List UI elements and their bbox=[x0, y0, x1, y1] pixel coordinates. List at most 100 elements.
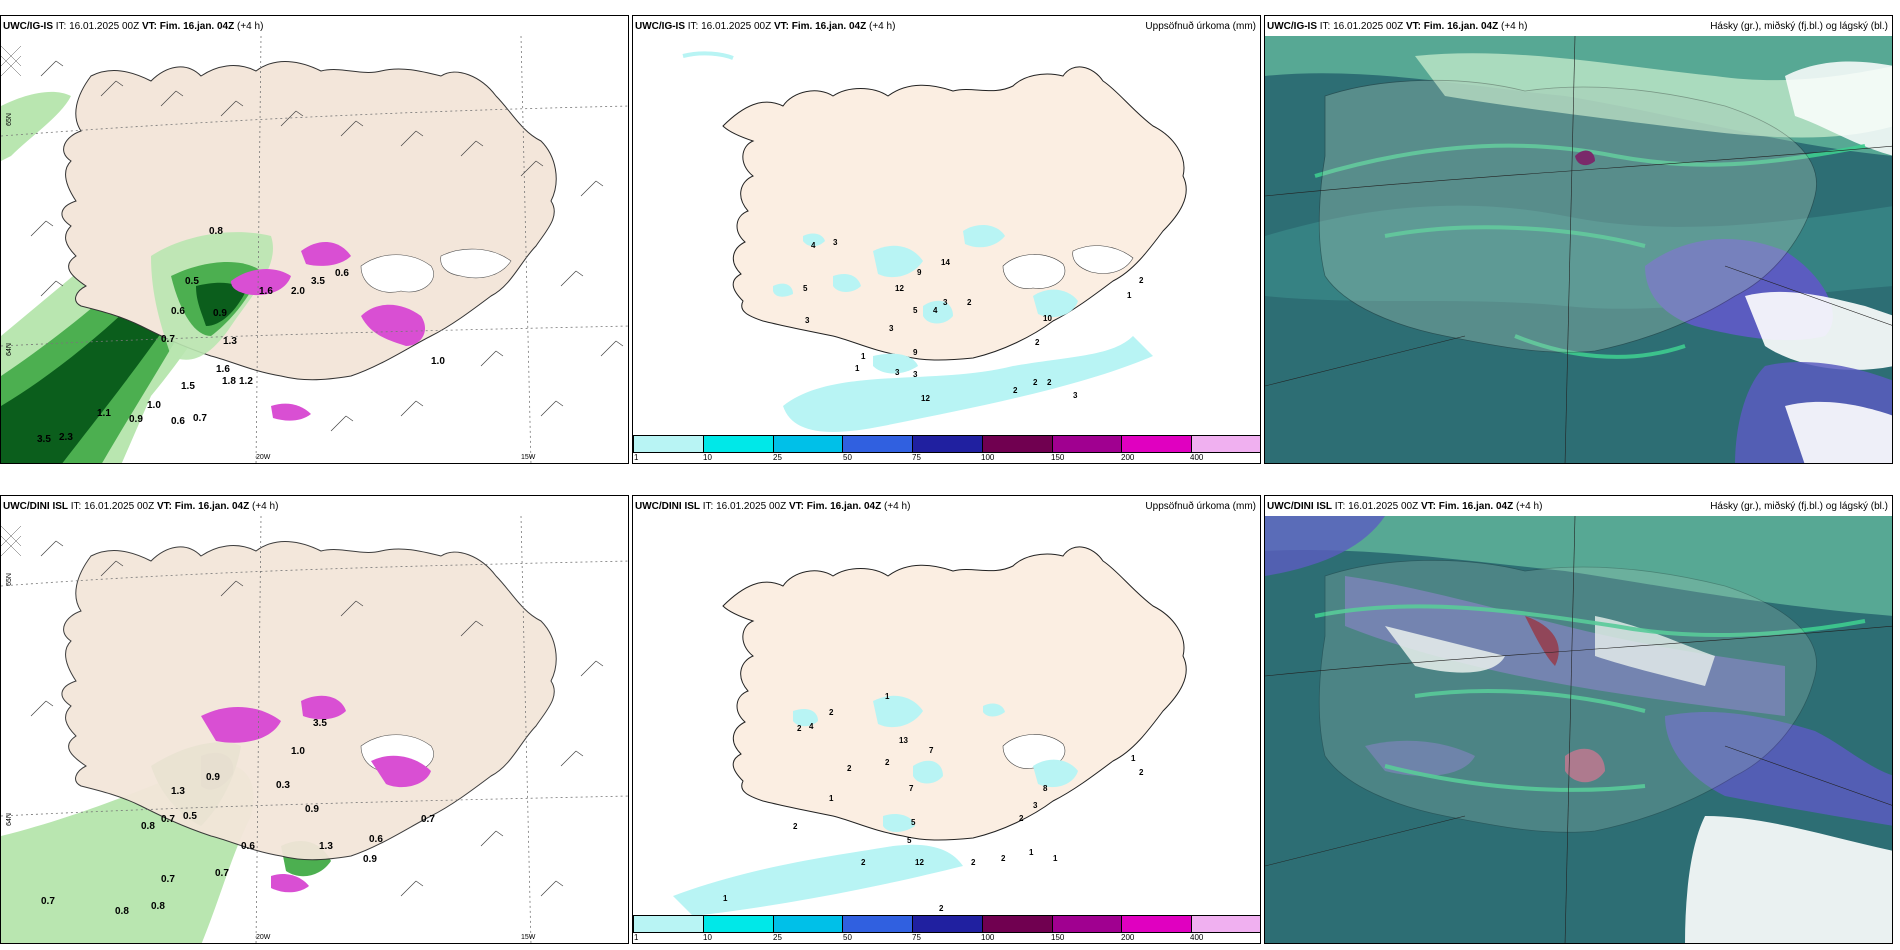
value-label: 1.0 bbox=[147, 400, 161, 411]
legend-tick: 100 bbox=[981, 933, 995, 942]
legend-swatch bbox=[982, 436, 1053, 452]
value-label: 4 bbox=[811, 241, 816, 250]
legend-colorbar bbox=[633, 435, 1260, 453]
legend-colorbar bbox=[633, 915, 1260, 933]
model-name: UWC/IG-IS bbox=[635, 21, 685, 32]
value-label: 0.8 bbox=[209, 226, 223, 237]
grid-label: 20W bbox=[256, 934, 271, 941]
vt-value: Fim. 16.jan. 04Z bbox=[806, 501, 882, 512]
middle-panel-title: Uppsöfnuð úrkoma (mm) bbox=[1145, 501, 1256, 512]
value-label: 0.3 bbox=[276, 780, 290, 791]
legend-tick: 10 bbox=[703, 933, 712, 942]
value-label: 8 bbox=[1043, 784, 1048, 793]
value-label: 3.5 bbox=[37, 434, 51, 445]
vt-label: VT: bbox=[1420, 501, 1436, 512]
value-label: 2 bbox=[1035, 338, 1040, 347]
panel-header: UWC/IG-IS IT: 16.01.2025 00Z VT: Fim. 16… bbox=[1267, 21, 1527, 32]
grid-label: 64N bbox=[5, 813, 13, 826]
vt-label: VT: bbox=[1405, 21, 1421, 32]
vt-value: Fim. 16.jan. 04Z bbox=[1423, 21, 1499, 32]
value-label: 3 bbox=[805, 316, 810, 325]
legend-swatch bbox=[1122, 436, 1193, 452]
it-value: 16.01.2025 00Z bbox=[716, 501, 787, 512]
it-value: 16.01.2025 00Z bbox=[701, 21, 772, 32]
legend-tick: 200 bbox=[1121, 933, 1135, 942]
legend-tick: 400 bbox=[1190, 933, 1204, 942]
right-panel-title: Hásky (gr.), miðský (fj.bl.) og lágský (… bbox=[1710, 501, 1888, 512]
legend-tick: 75 bbox=[912, 453, 921, 462]
precip-numbers-layer: 2 2 4 1 13 7 2 2 7 5 1 3 8 2 5 2 2 2 1 2… bbox=[633, 496, 1260, 943]
it-label: IT: bbox=[55, 21, 67, 32]
value-label: 0.7 bbox=[193, 413, 207, 424]
it-label: IT: bbox=[687, 21, 699, 32]
legend-swatch bbox=[1192, 436, 1260, 452]
right-panel-title: Hásky (gr.), miðský (fj.bl.) og lágský (… bbox=[1710, 21, 1888, 32]
value-label: 0.7 bbox=[161, 334, 175, 345]
middle-panel-title: Uppsöfnuð úrkoma (mm) bbox=[1145, 21, 1256, 32]
vt-label: VT: bbox=[141, 21, 157, 32]
value-label: 1 bbox=[829, 794, 834, 803]
value-label: 2 bbox=[1019, 814, 1024, 823]
legend-tick: 25 bbox=[773, 453, 782, 462]
it-value: 16.01.2025 00Z bbox=[69, 21, 140, 32]
value-label: 2.0 bbox=[291, 286, 305, 297]
precip-map bbox=[633, 36, 1260, 445]
value-label: 2.3 bbox=[59, 432, 73, 443]
panel-header: UWC/IG-IS IT: 16.01.2025 00Z VT: Fim. 16… bbox=[635, 21, 895, 32]
accumulated-precip-panel-bottom: UWC/DINI ISL IT: 16.01.2025 00Z VT: Fim.… bbox=[632, 495, 1261, 944]
value-label: 4 bbox=[933, 306, 938, 315]
value-label: 9 bbox=[917, 268, 922, 277]
panel-header: UWC/DINI ISL IT: 16.01.2025 00Z VT: Fim.… bbox=[1267, 501, 1542, 512]
value-label: 2 bbox=[847, 764, 852, 773]
value-label: 3 bbox=[913, 370, 918, 379]
precip-values-layer: 0.8 0.5 0.6 0.9 0.7 1.3 1.6 1.8 1.2 1.5 … bbox=[1, 16, 628, 463]
legend-tick: 75 bbox=[912, 933, 921, 942]
value-label: 2 bbox=[829, 708, 834, 717]
value-label: 0.6 bbox=[369, 834, 383, 845]
value-label: 2 bbox=[1001, 854, 1006, 863]
value-label: 3 bbox=[943, 298, 948, 307]
legend-tick: 100 bbox=[981, 453, 995, 462]
value-label: 0.7 bbox=[215, 868, 229, 879]
value-label: 5 bbox=[803, 284, 808, 293]
it-value: 16.01.2025 00Z bbox=[1333, 21, 1404, 32]
value-label: 1 bbox=[1127, 291, 1132, 300]
value-label: 3 bbox=[895, 368, 900, 377]
precip-legend: 1 10 25 50 75 100 150 200 400 bbox=[633, 435, 1260, 463]
wind-map bbox=[1, 36, 628, 463]
lead-time: (+4 h) bbox=[237, 21, 264, 32]
value-label: 1.0 bbox=[291, 746, 305, 757]
value-label: 1.6 bbox=[216, 364, 230, 375]
value-label: 0.9 bbox=[129, 414, 143, 425]
cloud-cover-panel-bottom: UWC/DINI ISL IT: 16.01.2025 00Z VT: Fim.… bbox=[1264, 495, 1893, 944]
panel-header: UWC/DINI ISL IT: 16.01.2025 00Z VT: Fim.… bbox=[3, 501, 278, 512]
legend-tick: 200 bbox=[1121, 453, 1135, 462]
value-label: 1 bbox=[1029, 848, 1034, 857]
legend-tick: 10 bbox=[703, 453, 712, 462]
lead-time: (+4 h) bbox=[869, 21, 896, 32]
model-name: UWC/DINI ISL bbox=[1267, 501, 1332, 512]
value-label: 1.3 bbox=[171, 786, 185, 797]
value-label: 5 bbox=[913, 306, 918, 315]
value-label: 3.5 bbox=[311, 276, 325, 287]
legend-swatch bbox=[913, 436, 983, 452]
legend-swatch bbox=[843, 916, 914, 932]
legend-swatch bbox=[843, 436, 914, 452]
it-value: 16.01.2025 00Z bbox=[84, 501, 155, 512]
value-label: 1.3 bbox=[319, 841, 333, 852]
value-label: 1.2 bbox=[239, 376, 253, 387]
model-name: UWC/DINI ISL bbox=[635, 501, 700, 512]
vt-value: Fim. 16.jan. 04Z bbox=[1438, 501, 1514, 512]
legend-swatch bbox=[982, 916, 1053, 932]
value-label: 0.8 bbox=[115, 906, 129, 917]
value-label: 7 bbox=[929, 746, 934, 755]
value-label: 1 bbox=[885, 692, 890, 701]
cloud-cover-panel-top: UWC/IG-IS IT: 16.01.2025 00Z VT: Fim. 16… bbox=[1264, 15, 1893, 464]
it-label: IT: bbox=[1319, 21, 1331, 32]
value-label: 0.7 bbox=[161, 874, 175, 885]
value-label: 2 bbox=[939, 904, 944, 913]
legend-tick: 50 bbox=[843, 453, 852, 462]
vt-value: Fim. 16.jan. 04Z bbox=[791, 21, 867, 32]
legend-swatch bbox=[1052, 436, 1123, 452]
grid-label: 65N bbox=[5, 113, 13, 126]
